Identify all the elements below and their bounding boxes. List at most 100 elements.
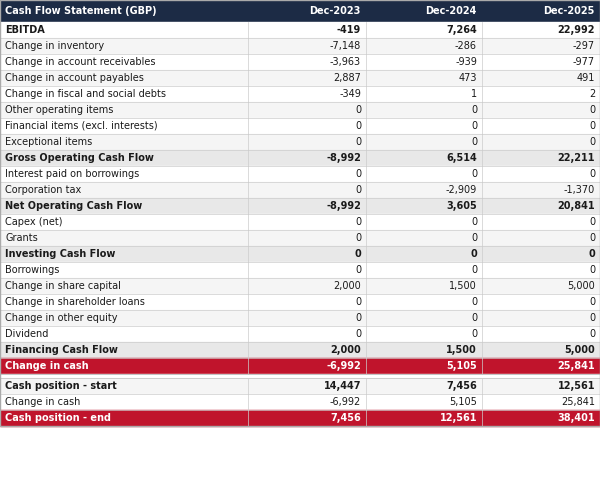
Text: -8,992: -8,992 [326, 153, 361, 163]
Text: Net Operating Cash Flow: Net Operating Cash Flow [5, 201, 142, 211]
Text: 0: 0 [355, 265, 361, 275]
Text: 0: 0 [355, 105, 361, 115]
Text: -349: -349 [339, 89, 361, 99]
Bar [0, 38, 600, 54]
Text: Change in share capital: Change in share capital [5, 281, 121, 291]
Text: 0: 0 [355, 313, 361, 323]
Text: Cash position - start: Cash position - start [5, 381, 117, 391]
Text: 0: 0 [471, 297, 477, 307]
Text: 0: 0 [355, 297, 361, 307]
Bar [0, 278, 600, 294]
Text: 5,105: 5,105 [446, 361, 477, 371]
Text: Change in fiscal and social debts: Change in fiscal and social debts [5, 89, 166, 99]
Text: 38,401: 38,401 [557, 413, 595, 423]
Text: 0: 0 [355, 185, 361, 195]
Text: Exceptional items: Exceptional items [5, 137, 92, 147]
Text: 1,500: 1,500 [449, 281, 477, 291]
Text: 2: 2 [589, 89, 595, 99]
Text: 0: 0 [589, 169, 595, 179]
Bar [0, 310, 600, 326]
Bar [0, 150, 600, 166]
Bar [0, 374, 600, 378]
Text: Financing Cash Flow: Financing Cash Flow [5, 345, 118, 355]
Bar [0, 22, 600, 38]
Text: 0: 0 [355, 233, 361, 243]
Text: -6,992: -6,992 [330, 397, 361, 407]
Text: 12,561: 12,561 [439, 413, 477, 423]
Text: 2,887: 2,887 [333, 73, 361, 83]
Text: Cash position - end: Cash position - end [5, 413, 111, 423]
Bar [0, 70, 600, 86]
Text: 1: 1 [471, 89, 477, 99]
Bar [0, 166, 600, 182]
Bar [0, 394, 600, 410]
Bar [0, 358, 600, 374]
Text: 0: 0 [355, 121, 361, 131]
Bar [0, 102, 600, 118]
Text: 20,841: 20,841 [557, 201, 595, 211]
Bar [0, 246, 600, 262]
Text: Interest paid on borrowings: Interest paid on borrowings [5, 169, 139, 179]
Text: 7,456: 7,456 [330, 413, 361, 423]
Text: -6,992: -6,992 [326, 361, 361, 371]
Text: -939: -939 [455, 57, 477, 67]
Text: 0: 0 [355, 329, 361, 339]
Bar [0, 410, 600, 426]
Text: 0: 0 [354, 249, 361, 259]
Text: Investing Cash Flow: Investing Cash Flow [5, 249, 115, 259]
Text: -419: -419 [337, 25, 361, 35]
Text: 0: 0 [471, 105, 477, 115]
Text: 7,264: 7,264 [446, 25, 477, 35]
Text: 12,561: 12,561 [557, 381, 595, 391]
Bar [0, 182, 600, 198]
Text: 0: 0 [589, 137, 595, 147]
Text: 5,000: 5,000 [564, 345, 595, 355]
Text: 0: 0 [589, 217, 595, 227]
Bar [0, 294, 600, 310]
Bar [0, 378, 600, 394]
Text: -297: -297 [573, 41, 595, 51]
Text: 2,000: 2,000 [333, 281, 361, 291]
Text: 473: 473 [458, 73, 477, 83]
Text: 0: 0 [589, 313, 595, 323]
Text: 6,514: 6,514 [446, 153, 477, 163]
Bar [0, 86, 600, 102]
Text: Dec-2023: Dec-2023 [308, 6, 360, 16]
Text: -2,909: -2,909 [446, 185, 477, 195]
Text: 0: 0 [471, 169, 477, 179]
Bar [0, 54, 600, 70]
Text: 0: 0 [471, 313, 477, 323]
Text: 22,992: 22,992 [557, 25, 595, 35]
Text: 3,605: 3,605 [446, 201, 477, 211]
Text: Other operating items: Other operating items [5, 105, 113, 115]
Text: 0: 0 [355, 217, 361, 227]
Text: Gross Operating Cash Flow: Gross Operating Cash Flow [5, 153, 154, 163]
Bar [0, 262, 600, 278]
Text: 0: 0 [355, 169, 361, 179]
Text: 0: 0 [470, 249, 477, 259]
Text: Grants: Grants [5, 233, 38, 243]
Text: Change in inventory: Change in inventory [5, 41, 104, 51]
Text: Financial items (excl. interests): Financial items (excl. interests) [5, 121, 158, 131]
Text: 0: 0 [471, 121, 477, 131]
Text: Borrowings: Borrowings [5, 265, 59, 275]
Text: 0: 0 [589, 297, 595, 307]
Text: -7,148: -7,148 [330, 41, 361, 51]
Text: Cash Flow Statement (GBP): Cash Flow Statement (GBP) [5, 6, 157, 16]
Text: 0: 0 [589, 121, 595, 131]
Text: 25,841: 25,841 [561, 397, 595, 407]
Text: -1,370: -1,370 [564, 185, 595, 195]
Text: EBITDA: EBITDA [5, 25, 45, 35]
Bar [0, 214, 600, 230]
Text: 2,000: 2,000 [330, 345, 361, 355]
Text: 0: 0 [589, 329, 595, 339]
Text: Dec-2025: Dec-2025 [542, 6, 594, 16]
Text: 22,211: 22,211 [557, 153, 595, 163]
Bar [0, 0, 600, 426]
Text: -286: -286 [455, 41, 477, 51]
Text: Change in account receivables: Change in account receivables [5, 57, 155, 67]
Text: 0: 0 [471, 233, 477, 243]
Text: 0: 0 [589, 105, 595, 115]
Text: 5,105: 5,105 [449, 397, 477, 407]
Text: 1,500: 1,500 [446, 345, 477, 355]
